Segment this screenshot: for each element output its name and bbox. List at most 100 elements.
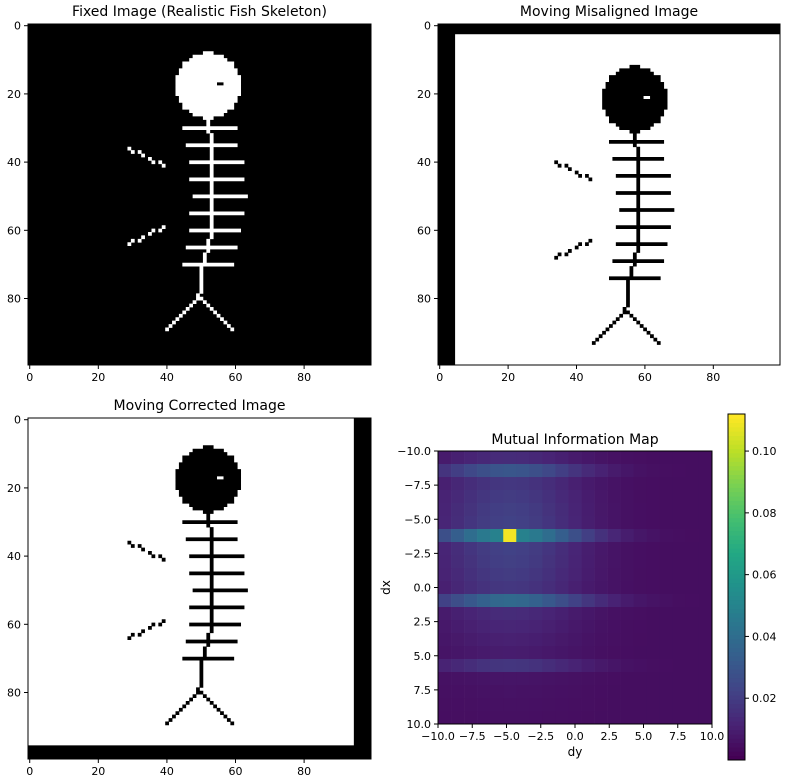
colorbar-segment xyxy=(728,517,745,523)
heatmap-cell xyxy=(685,529,700,543)
heatmap-cell xyxy=(555,698,569,712)
y-tick-label: −5.0 xyxy=(404,513,431,526)
heatmap-cell xyxy=(503,659,517,673)
heatmap-cell xyxy=(607,464,621,478)
heatmap-cell xyxy=(568,529,582,543)
colorbar-frame xyxy=(727,413,746,761)
heatmap-cell xyxy=(464,529,478,543)
heatmap-cell xyxy=(503,646,517,660)
x-tick-label: −10.0 xyxy=(421,730,455,743)
heatmap-cell xyxy=(633,659,648,673)
heatmap-cell xyxy=(581,477,595,491)
heatmap-cell xyxy=(607,555,621,569)
heatmap-cell xyxy=(633,581,648,595)
heatmap-cell xyxy=(698,594,713,608)
heatmap-cell xyxy=(490,477,504,491)
x-tick-label: −2.5 xyxy=(527,730,554,743)
heatmap-cell xyxy=(633,646,648,660)
heatmap-cell xyxy=(529,698,543,712)
heatmap-cell xyxy=(529,555,543,569)
heatmap-cell xyxy=(633,490,648,504)
heatmap-cell xyxy=(685,477,700,491)
heatmap-cell xyxy=(464,464,478,478)
colorbar-segment xyxy=(728,426,745,432)
mi-heatmap-chart: Mutual Information Map −10.0 −7.5 −5.0 −2.5 0… xyxy=(379,432,724,759)
heatmap-cell xyxy=(568,607,582,621)
colorbar-segment xyxy=(728,414,745,419)
heatmap-cell xyxy=(568,464,582,478)
heatmap-cell xyxy=(503,685,517,699)
heatmap-cell xyxy=(581,568,595,582)
y-tick-label: 20 xyxy=(7,482,21,495)
heatmap-cell xyxy=(503,516,517,530)
heatmap-cell xyxy=(477,711,491,725)
heatmap-cell xyxy=(594,620,608,634)
heatmap-cell xyxy=(542,685,556,699)
heatmap-cell xyxy=(490,659,504,673)
heatmap-cell xyxy=(633,607,648,621)
x-tick-label: 40 xyxy=(160,765,174,778)
heatmap-cell xyxy=(477,477,491,491)
heatmap-cell xyxy=(438,607,452,621)
heatmap-cell xyxy=(464,633,478,647)
heatmap-cell xyxy=(685,581,700,595)
heatmap-cell xyxy=(503,633,517,647)
heatmap-cell xyxy=(685,568,700,582)
heatmap-cell xyxy=(438,451,452,465)
heatmap-cell xyxy=(698,633,713,647)
heatmap-cell xyxy=(581,594,595,608)
heatmap-cell xyxy=(698,542,713,556)
y-tick-label: −10.0 xyxy=(397,445,431,458)
heatmap-cell xyxy=(581,451,595,465)
heatmap-cell xyxy=(516,477,530,491)
colorbar-segment xyxy=(728,742,745,748)
heatmap-cell xyxy=(503,594,517,608)
heatmap-cell xyxy=(464,542,478,556)
heatmap-cell xyxy=(581,542,595,556)
heatmap-cell xyxy=(503,529,517,543)
axes-frame xyxy=(437,23,781,366)
heatmap-cell xyxy=(685,685,700,699)
heatmap-cell xyxy=(464,516,478,530)
y-tick-label: 80 xyxy=(7,687,21,700)
heatmap-cell xyxy=(555,594,569,608)
heatmap-cell xyxy=(438,620,452,634)
heatmap-cell xyxy=(685,516,700,530)
colorbar-segment xyxy=(728,435,745,441)
colorbar-segment xyxy=(728,686,745,692)
heatmap-cell xyxy=(620,607,635,621)
heatmap-cell xyxy=(698,451,713,465)
heatmap-cell xyxy=(607,451,621,465)
heatmap-cell xyxy=(568,685,582,699)
heatmap-cell xyxy=(529,685,543,699)
heatmap-cell xyxy=(594,464,608,478)
heatmap-cell xyxy=(568,568,582,582)
colorbar-segment xyxy=(728,504,745,510)
colorbar-segment xyxy=(728,465,745,471)
heatmap-cell xyxy=(516,490,530,504)
x-tick-label: −5.0 xyxy=(493,730,520,743)
heatmap-cell xyxy=(594,594,608,608)
y-tick-label: 2.5 xyxy=(414,616,432,629)
x-tick-label: 80 xyxy=(706,371,720,384)
heatmap-cell xyxy=(529,568,543,582)
heatmap-cell xyxy=(607,672,621,686)
heatmap-cell xyxy=(620,503,635,517)
colorbar-segment xyxy=(728,535,745,540)
heatmap-cell xyxy=(633,555,648,569)
colorbar-segment xyxy=(728,703,745,709)
heatmap-cell xyxy=(568,516,582,530)
heatmap-cell xyxy=(594,503,608,517)
heatmap-cell xyxy=(607,620,621,634)
heatmap-cell xyxy=(672,711,687,725)
heatmap-cell xyxy=(516,529,530,543)
colorbar-segment xyxy=(728,595,745,601)
colorbar-segment xyxy=(728,513,745,519)
axes-frame xyxy=(27,23,372,366)
heatmap-cell xyxy=(620,633,635,647)
heatmap-cell xyxy=(555,659,569,673)
heatmap-cell xyxy=(529,607,543,621)
colorbar-segment xyxy=(728,487,745,493)
heatmap-cell xyxy=(672,685,687,699)
x-tick-label: 20 xyxy=(91,371,105,384)
